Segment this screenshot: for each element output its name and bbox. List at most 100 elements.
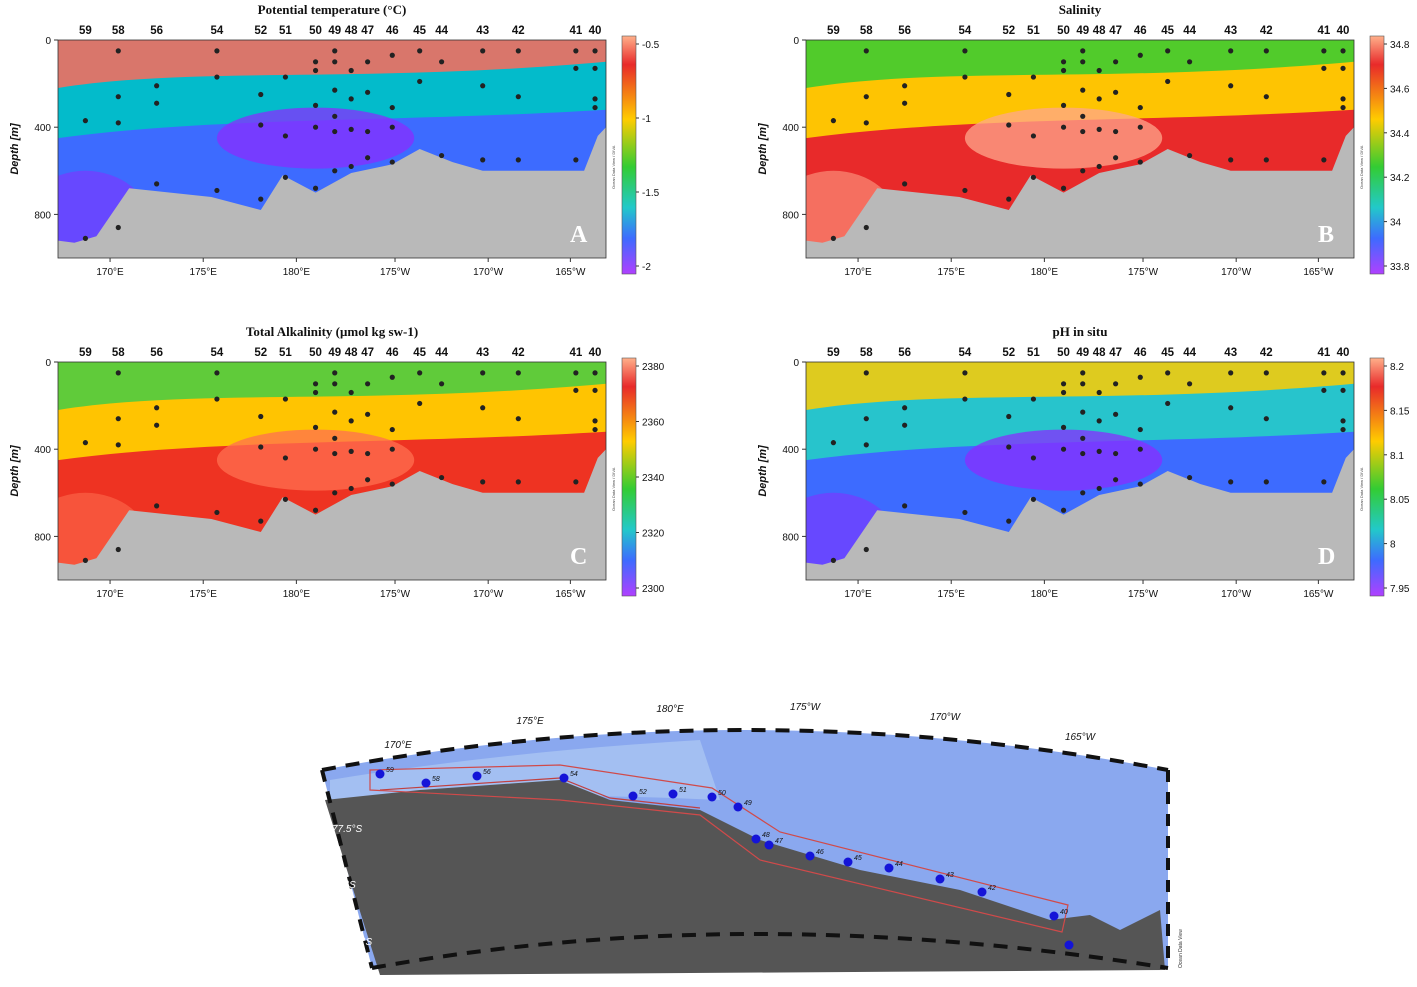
sample-dot [515,94,521,100]
sample-dot [1263,370,1269,376]
x-tick-label: 170°E [844,267,872,278]
station-label: 49 [1076,347,1089,359]
y-tick-label: 0 [793,36,799,47]
sample-dot [1096,67,1102,74]
sample-dot [1113,89,1119,95]
map-station-label: 50 [718,790,726,797]
colorbar-tick-label: -1.5 [642,188,660,199]
sample-dot [365,381,371,387]
sample-dot [115,370,121,376]
sample-dot [1060,424,1067,430]
station-label: 54 [959,347,972,359]
map-station-label: 42 [988,885,996,892]
sample-dot [1060,446,1067,452]
sample-dot [348,67,354,74]
sample-dot [389,52,395,58]
map-station-label: 52 [639,789,647,796]
field-surface [58,362,606,410]
contour-field [806,40,1354,258]
sample-dot [1096,448,1102,454]
colorbar-tick-label: 33.8 [1390,262,1410,273]
map-station-marker [733,802,743,812]
sample-dot [902,100,908,106]
colorbar-watermark: Ocean Data View / DIVA [1359,467,1364,511]
field-surface [806,362,1354,410]
station-label: 54 [211,25,224,37]
x-tick-label: 180°E [1031,589,1059,600]
colorbar [621,357,637,597]
panel-title: Total Alkalinity (μmol kg sw-1) [246,324,418,339]
section-panel-c: Total Alkalinity (μmol kg sw-1) 59 58 56 54 5… [9,324,665,600]
sample-dot [312,389,319,396]
station-label: 42 [512,25,525,37]
sample-dot [902,422,908,428]
sample-dot [962,48,968,54]
sample-dot [1113,128,1119,135]
sample-dot [1263,157,1269,163]
contour-field [58,362,606,580]
sample-dot [1187,152,1193,159]
sample-dot [389,374,395,380]
station-label: 44 [1183,25,1196,37]
station-label: 51 [279,25,292,37]
sample-dot [592,48,598,54]
sample-dot [1030,133,1037,139]
colorbar-tick-label: 2380 [642,362,665,373]
sample-dot [1321,387,1327,393]
sample-dot [332,48,338,54]
panel-letter: B [1318,222,1334,248]
sample-dot [115,48,121,54]
map-station-marker [668,789,678,799]
station-label: 42 [512,347,525,359]
sample-dot [1321,65,1327,71]
sample-dot [1060,67,1067,74]
y-tick-label: 400 [34,445,51,456]
map-station-marker [421,778,431,788]
sample-dot [863,120,869,126]
map-station-label: 40 [1060,909,1068,916]
sample-dot [863,48,869,54]
sample-dot [115,224,121,231]
colorbar-tick-label: -1 [642,114,651,125]
station-label: 48 [345,347,358,359]
sample-dot [312,185,319,191]
map-border-top [321,728,1169,772]
sample-dot [1006,413,1012,420]
field-surface [58,40,606,88]
sample-dot [348,418,354,424]
map-station-marker [884,863,894,873]
sample-dot [902,503,908,509]
map-station-marker [559,773,569,783]
sample-dot [214,48,220,54]
sample-dot [332,113,338,119]
colorbar-tick-label: 34.8 [1390,40,1410,51]
map-lon-label: 175°E [516,716,544,727]
sample-dot [1340,104,1346,111]
sample-dot [573,387,579,393]
sample-dot [863,224,869,231]
station-label: 58 [112,25,125,37]
sample-dot [1340,426,1346,433]
sample-dot [573,370,579,376]
station-label: 47 [361,347,374,359]
station-label: 41 [1317,25,1330,37]
sample-dot [1006,518,1012,524]
map-shelf-water [330,740,720,805]
y-axis-label: Depth [m] [757,445,769,497]
sample-dot [312,59,319,65]
sample-dot [515,370,521,376]
sample-dot [1165,48,1171,54]
sample-dot [480,48,486,54]
panel-title: Salinity [1059,2,1102,17]
sample-dot [1321,479,1327,485]
x-tick-label: 175°E [190,267,218,278]
sample-dot [1137,104,1143,111]
colorbar-tick-label: 34.2 [1390,173,1410,184]
sample-dot [389,104,395,111]
seafloor-bathymetry [806,127,1354,258]
sample-dot [214,370,220,376]
map-land [325,780,1165,975]
station-label: 48 [345,25,358,37]
map-lon-label: 180°E [656,704,684,715]
map-border-bottom [371,932,1169,970]
